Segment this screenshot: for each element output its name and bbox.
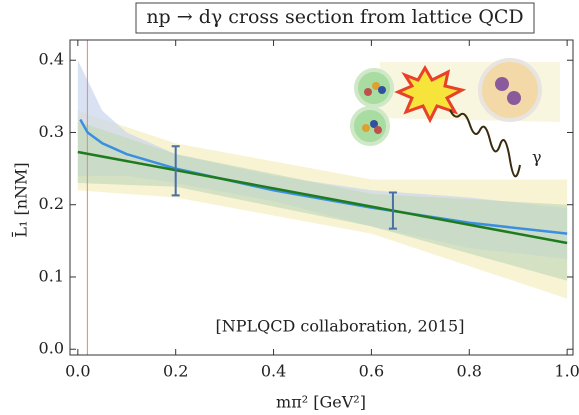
y-axis-label: L̄₁ [nNM]: [10, 162, 31, 237]
error-bar: [388, 191, 397, 230]
illustration-label: γ: [532, 148, 542, 167]
y-tick-label: 0.2: [39, 194, 64, 213]
annotation: [NPLQCD collaboration, 2015]: [216, 317, 465, 336]
x-tick-label: 0.2: [163, 362, 188, 381]
x-tick-label: 0.0: [65, 362, 90, 381]
x-tick-label: 0.8: [457, 362, 482, 381]
title-box: [135, 2, 535, 34]
y-tick-label: 0.0: [39, 339, 64, 358]
x-tick-label: 0.4: [261, 362, 286, 381]
x-axis-label: mπ² [GeV²]: [276, 393, 366, 412]
y-tick-label: 0.3: [39, 122, 64, 141]
confidence-band: [77, 121, 568, 281]
plot-frame: [69, 39, 574, 356]
x-tick-label: 0.6: [359, 362, 384, 381]
y-tick-label: 0.1: [39, 266, 64, 285]
x-tick-label: 1.0: [554, 362, 579, 381]
chart-title: np → dγ cross section from lattice QCD: [146, 6, 523, 28]
fit-curve: [77, 150, 568, 245]
illustration: γ: [350, 58, 560, 178]
plot-area: 0.0 0.2 0.4 0.6 0.8 1.0 0.0 0.1 0.2 0.3 0.4: [39, 39, 579, 381]
y-tick-label: 0.4: [39, 50, 64, 69]
error-bar: [171, 145, 180, 197]
